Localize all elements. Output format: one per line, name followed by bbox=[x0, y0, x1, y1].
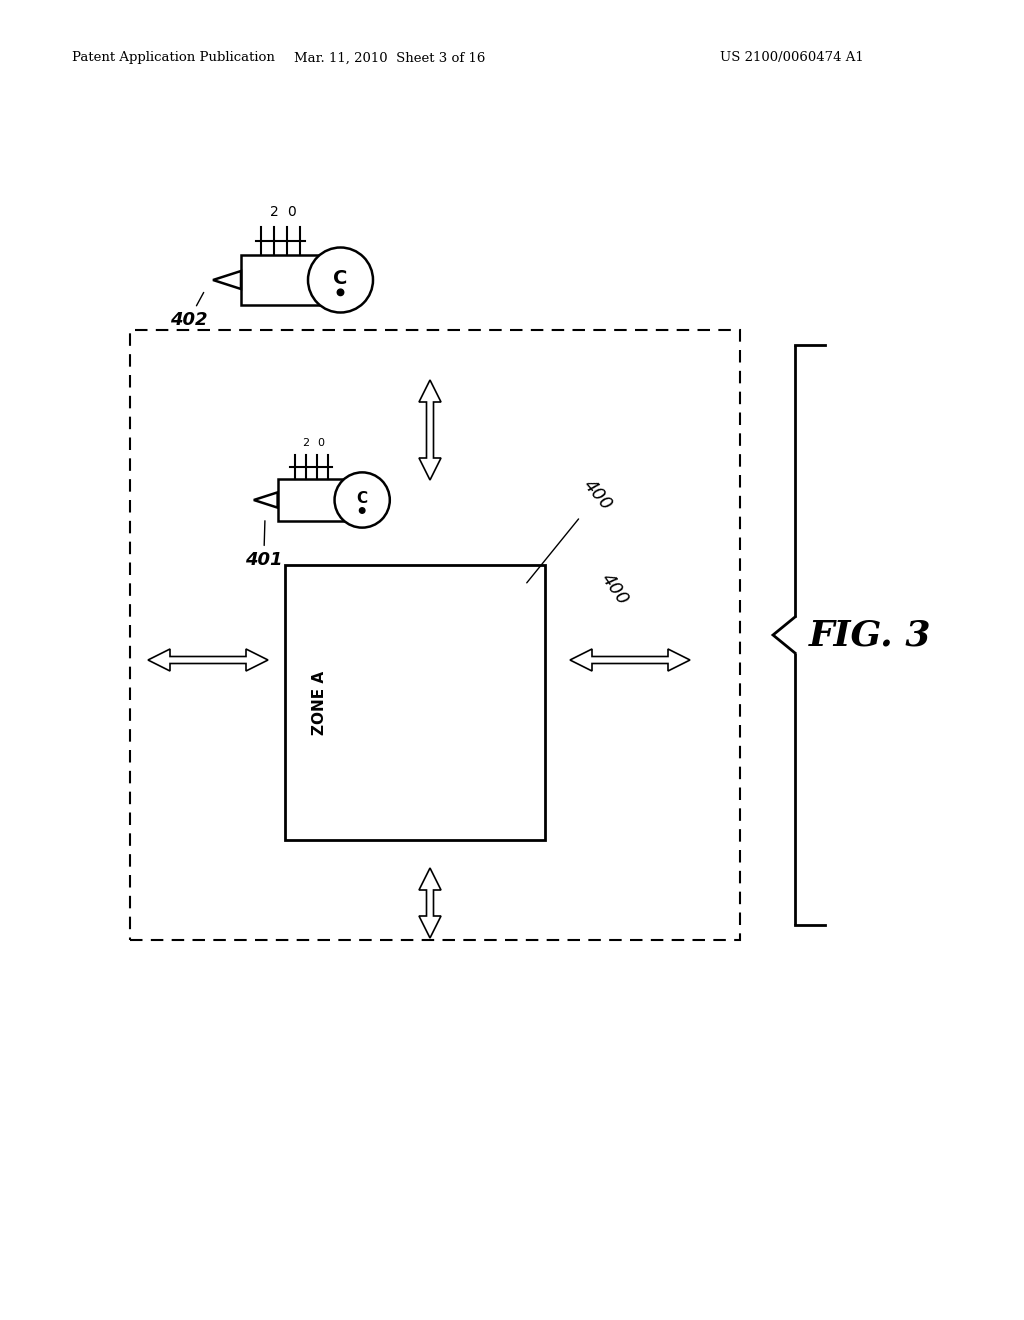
Bar bbox=[285, 565, 545, 840]
Text: 400: 400 bbox=[597, 570, 632, 609]
Polygon shape bbox=[254, 492, 278, 508]
Polygon shape bbox=[148, 649, 268, 671]
Text: Mar. 11, 2010  Sheet 3 of 16: Mar. 11, 2010 Sheet 3 of 16 bbox=[294, 51, 485, 65]
Text: 2: 2 bbox=[269, 205, 279, 219]
Text: C: C bbox=[356, 491, 368, 506]
Text: FIG. 3: FIG. 3 bbox=[809, 618, 931, 652]
Bar bbox=[241, 255, 321, 305]
Bar bbox=[130, 330, 740, 940]
Text: 402: 402 bbox=[170, 293, 208, 329]
Text: C: C bbox=[334, 269, 348, 288]
Circle shape bbox=[359, 508, 365, 513]
Text: ZONE A: ZONE A bbox=[312, 671, 328, 734]
Bar bbox=[278, 479, 346, 521]
Text: 400: 400 bbox=[526, 477, 616, 583]
Text: 0: 0 bbox=[288, 205, 296, 219]
Polygon shape bbox=[419, 380, 441, 480]
Text: Patent Application Publication: Patent Application Publication bbox=[72, 51, 274, 65]
Polygon shape bbox=[419, 869, 441, 939]
Circle shape bbox=[335, 473, 390, 528]
Text: US 2100/0060474 A1: US 2100/0060474 A1 bbox=[720, 51, 864, 65]
Circle shape bbox=[308, 248, 373, 313]
Polygon shape bbox=[570, 649, 690, 671]
Circle shape bbox=[337, 289, 344, 296]
Text: 2: 2 bbox=[302, 438, 309, 449]
Text: 0: 0 bbox=[317, 438, 325, 449]
Text: 401: 401 bbox=[245, 521, 283, 569]
Polygon shape bbox=[213, 271, 241, 289]
